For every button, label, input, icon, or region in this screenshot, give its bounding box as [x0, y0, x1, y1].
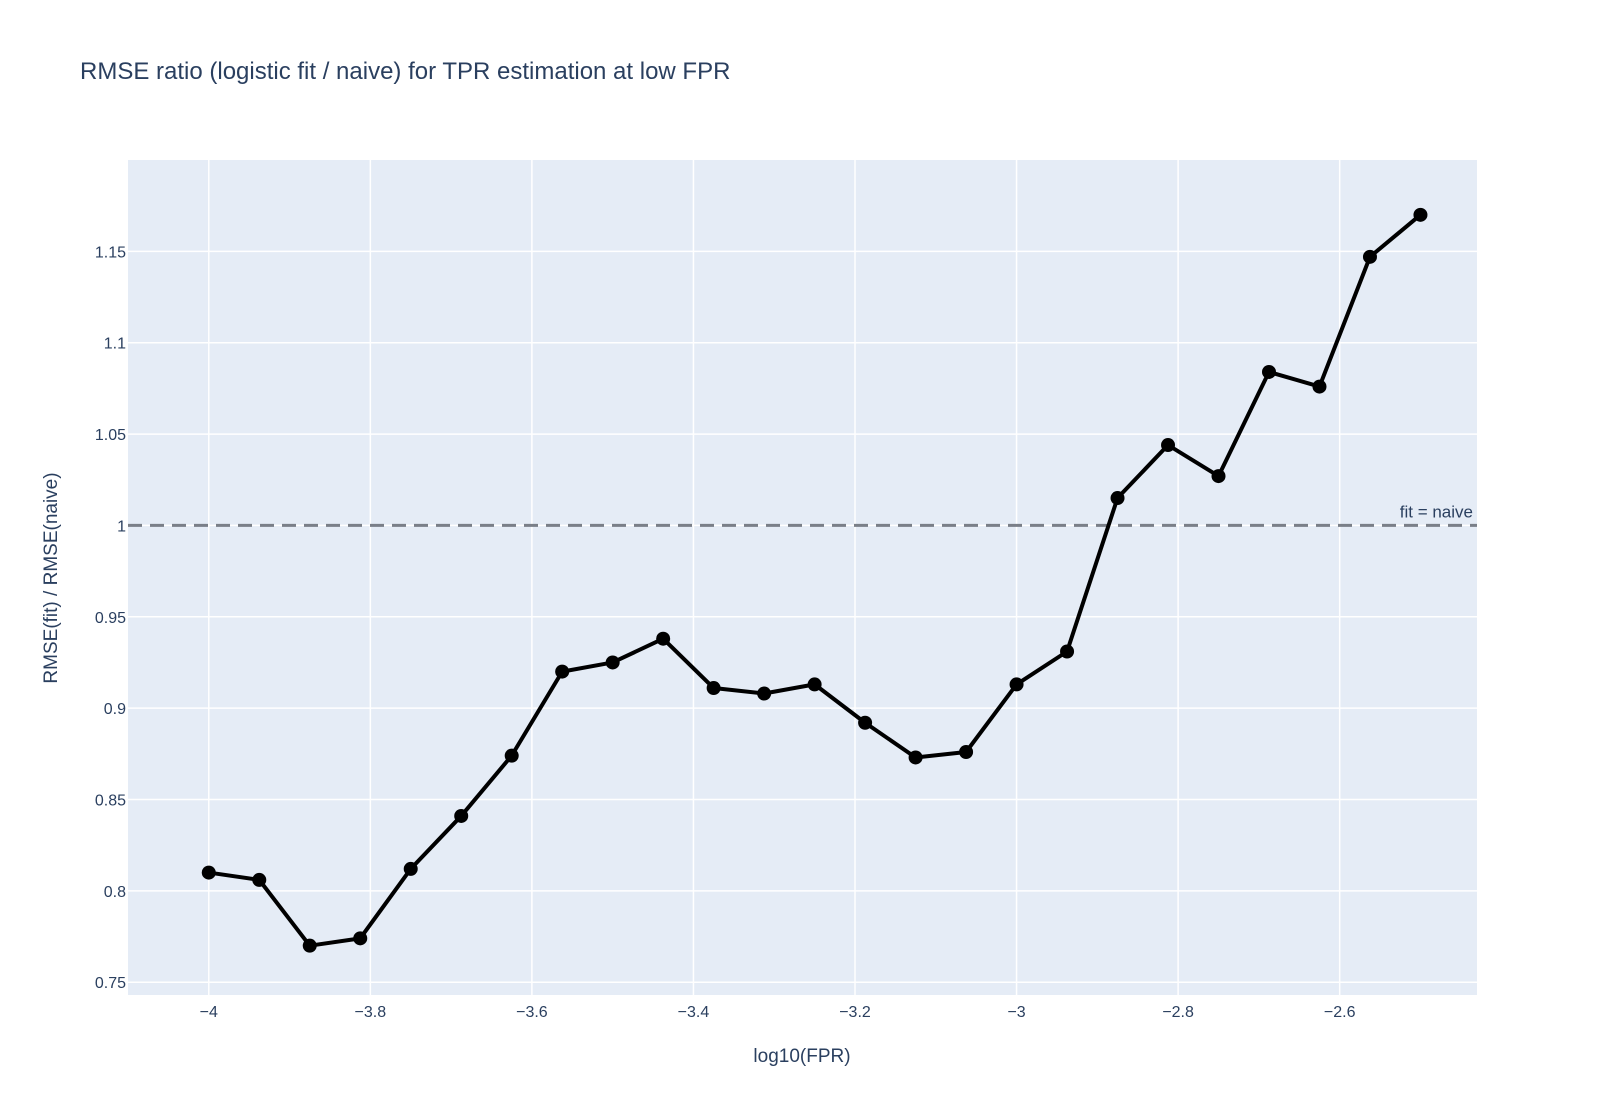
- data-point: [605, 655, 620, 670]
- data-point: [353, 931, 368, 946]
- data-point: [959, 744, 974, 759]
- data-point: [1362, 249, 1377, 264]
- chart-title: RMSE ratio (logistic fit / naive) for TP…: [80, 58, 730, 85]
- data-point: [1312, 379, 1327, 394]
- data-point: [1261, 364, 1276, 379]
- data-point: [252, 872, 267, 887]
- data-point: [1211, 469, 1226, 484]
- data-point: [1413, 207, 1428, 222]
- data-point: [403, 861, 418, 876]
- y-tick-label: 1.05: [95, 427, 126, 444]
- data-point: [555, 664, 570, 679]
- y-tick-label: 1.15: [95, 244, 126, 261]
- x-tick-label: −2.6: [1324, 1004, 1356, 1021]
- data-point: [858, 715, 873, 730]
- data-point: [454, 808, 469, 823]
- data-point: [1161, 438, 1176, 453]
- data-point: [908, 750, 923, 765]
- y-tick-label: 1: [117, 518, 126, 535]
- y-tick-label: 0.85: [95, 792, 126, 809]
- x-axis-title: log10(FPR): [753, 1046, 850, 1067]
- x-axis-ticks: −4 −3.8 −3.6 −3.4 −3.2 −3 −2.8 −2.6: [200, 1004, 1356, 1021]
- data-point: [656, 631, 671, 646]
- data-point: [757, 686, 772, 701]
- x-tick-label: −2.8: [1162, 1004, 1194, 1021]
- x-tick-label: −3.6: [516, 1004, 548, 1021]
- y-axis-title: RMSE(fit) / RMSE(naive): [41, 472, 62, 683]
- x-tick-label: −3.2: [839, 1004, 871, 1021]
- data-point: [1009, 677, 1024, 692]
- reference-line-label: fit = naive: [1400, 502, 1473, 521]
- series-group: [201, 207, 1428, 953]
- x-tick-label: −3.4: [678, 1004, 710, 1021]
- x-tick-label: −3.8: [355, 1004, 387, 1021]
- data-point: [1110, 491, 1125, 506]
- data-point: [807, 677, 822, 692]
- plot-area: [128, 160, 1477, 995]
- data-point: [706, 681, 721, 696]
- y-tick-label: 0.95: [95, 610, 126, 627]
- data-point: [302, 938, 317, 953]
- y-tick-label: 0.75: [95, 975, 126, 992]
- y-tick-label: 0.8: [104, 884, 126, 901]
- data-point: [201, 865, 216, 880]
- reference-line-group: fit = naive: [128, 502, 1477, 527]
- x-tick-label: −4: [200, 1004, 218, 1021]
- y-axis-ticks: 0.75 0.8 0.85 0.9 0.95 1 1.05 1.1 1.15: [95, 244, 126, 992]
- x-tick-label: −3: [1007, 1004, 1025, 1021]
- y-tick-label: 0.9: [104, 701, 126, 718]
- data-point: [504, 748, 519, 763]
- data-point: [1060, 644, 1075, 659]
- y-tick-label: 1.1: [104, 336, 126, 353]
